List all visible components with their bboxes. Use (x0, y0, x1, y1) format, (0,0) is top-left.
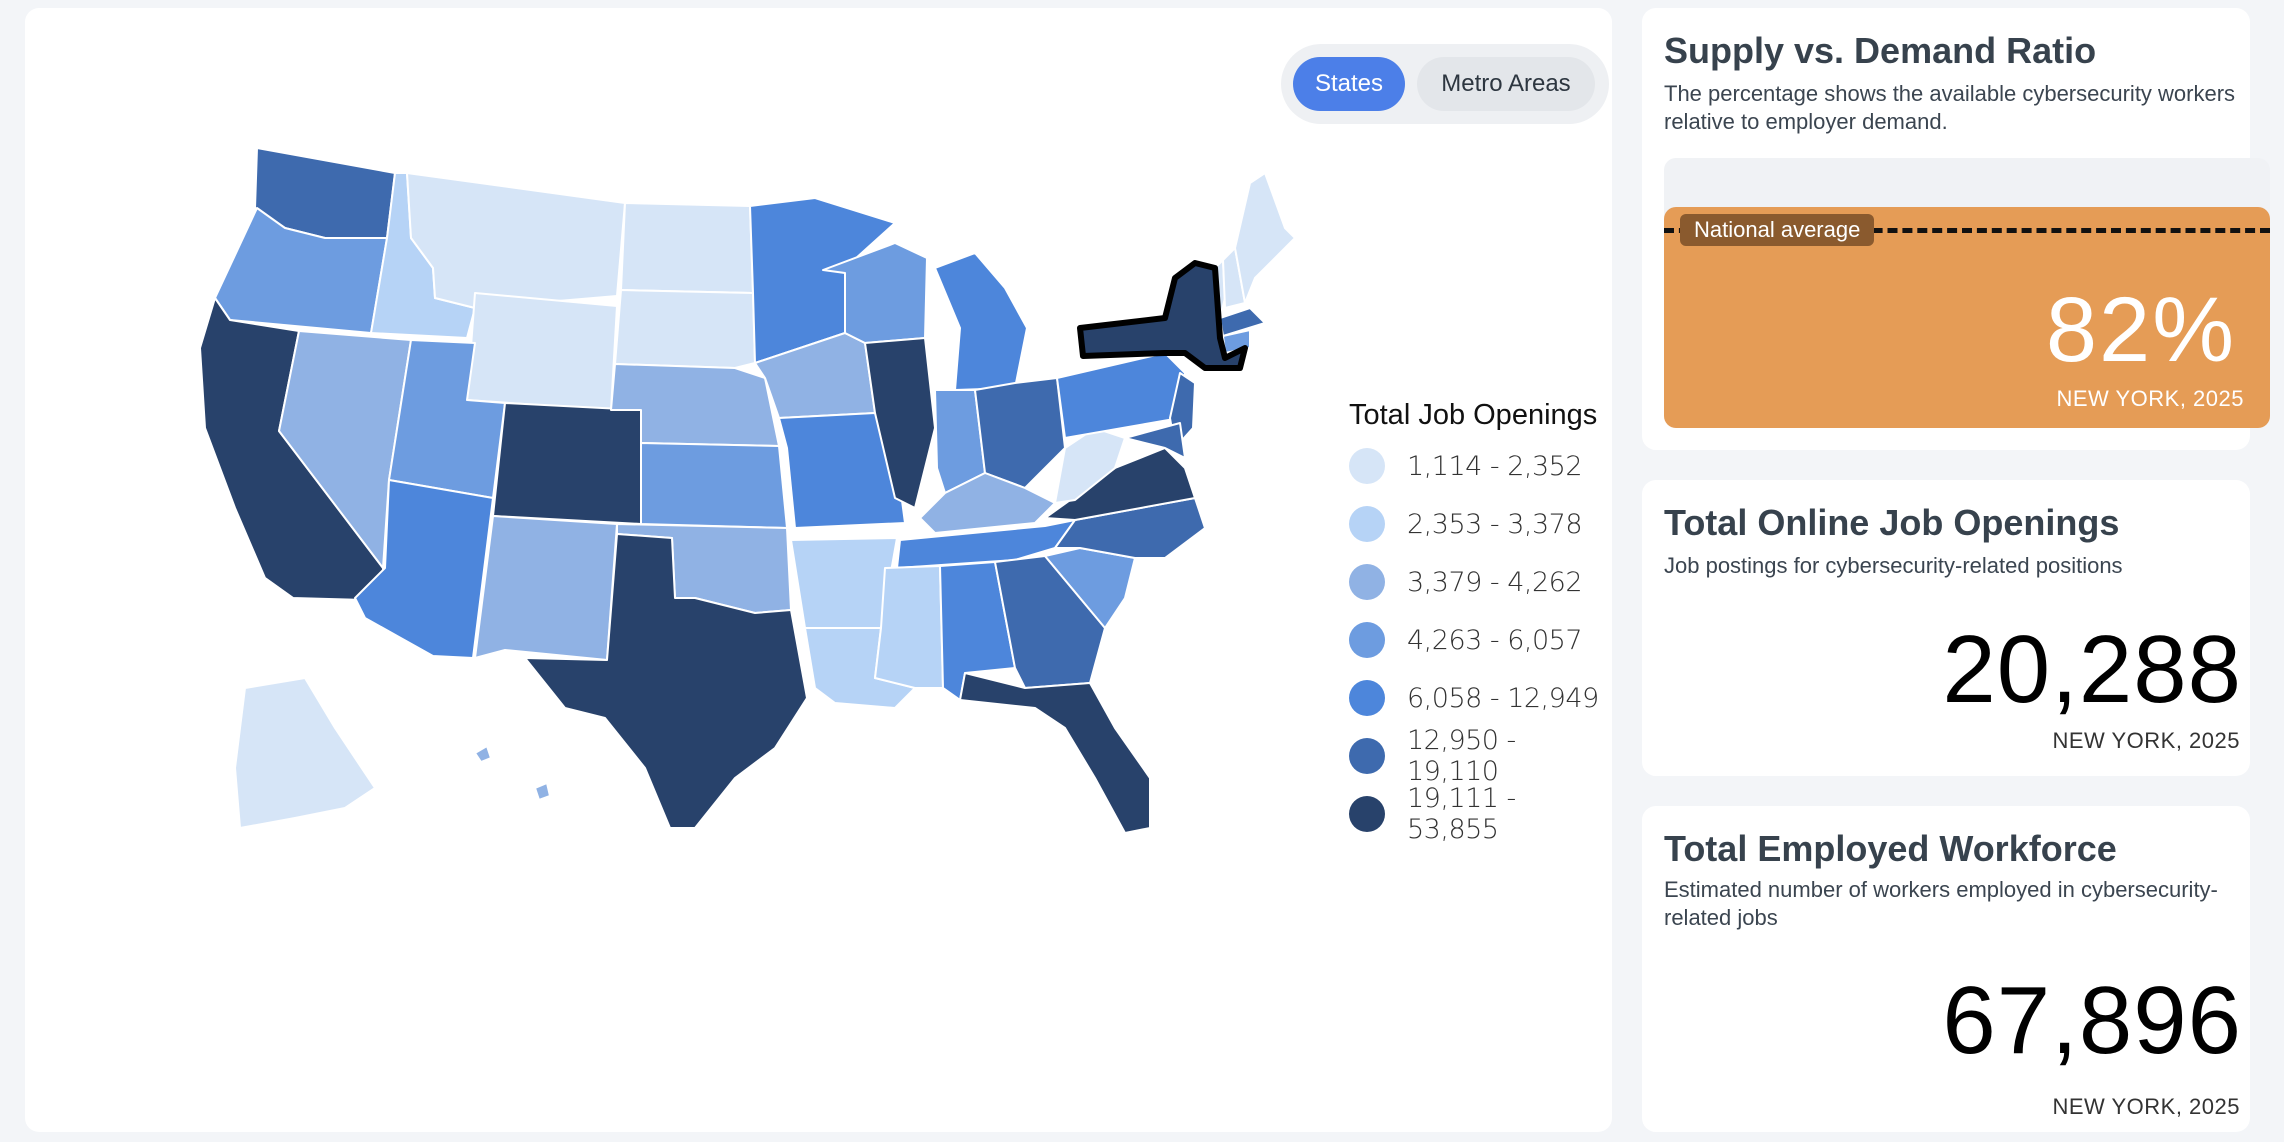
state-north-dakota[interactable] (620, 202, 754, 294)
supply-demand-card: Supply vs. Demand Ratio The percentage s… (1642, 8, 2270, 450)
state-maine[interactable] (1234, 172, 1296, 304)
job-openings-title: Total Online Job Openings (1664, 502, 2120, 543)
state-arizona[interactable] (354, 479, 494, 659)
job-openings-description: Job postings for cybersecurity-related p… (1664, 553, 2123, 578)
metro-areas-toggle-button[interactable]: Metro Areas (1417, 57, 1595, 111)
workforce-location: NEW YORK, 2025 (2052, 1094, 2240, 1119)
legend-item: 19,111 - 53,855 (1349, 783, 1613, 843)
national-average-label: National average (1680, 214, 1875, 246)
legend-item: 3,379 - 4,262 (1349, 553, 1613, 611)
legend-swatch (1349, 506, 1385, 542)
workforce-title: Total Employed Workforce (1664, 828, 2117, 869)
ratio-location: NEW YORK, 2025 (2056, 386, 2244, 411)
region-toggle: States Metro Areas (1281, 44, 1609, 124)
legend-swatch (1349, 796, 1385, 832)
state-hawaii[interactable] (474, 745, 551, 801)
supply-demand-description: The percentage shows the available cyber… (1664, 81, 2236, 134)
state-wyoming[interactable] (466, 292, 618, 411)
legend-swatch (1349, 622, 1385, 658)
legend-swatch (1349, 448, 1385, 484)
state-south-carolina[interactable] (1044, 547, 1136, 629)
legend-item: 4,263 - 6,057 (1349, 611, 1613, 669)
national-average-line (1664, 228, 2270, 233)
state-colorado[interactable] (492, 402, 642, 525)
ratio-value: 82% (2045, 279, 2236, 381)
state-florida[interactable] (959, 672, 1151, 834)
state-south-dakota[interactable] (614, 289, 756, 369)
legend-label: 1,114 - 2,352 (1407, 450, 1583, 482)
workforce-card: Total Employed Workforce Estimated numbe… (1642, 806, 2250, 1132)
state-alaska[interactable] (234, 677, 376, 829)
legend-item: 12,950 - 19,110 (1349, 725, 1613, 787)
state-illinois[interactable] (864, 337, 936, 509)
job-openings-card: Total Online Job Openings Job postings f… (1642, 480, 2250, 776)
state-new-mexico[interactable] (474, 515, 618, 661)
state-kansas[interactable] (640, 442, 788, 529)
legend-swatch (1349, 738, 1385, 774)
state-oregon[interactable] (214, 207, 388, 334)
legend-title: Total Job Openings (1349, 399, 1598, 431)
legend-label: 6,058 - 12,949 (1407, 682, 1599, 714)
legend-label: 3,379 - 4,262 (1407, 566, 1583, 598)
job-openings-location: NEW YORK, 2025 (2052, 728, 2240, 753)
legend-item: 2,353 - 3,378 (1349, 495, 1613, 553)
states-toggle-button[interactable]: States (1293, 57, 1405, 111)
state-maryland[interactable] (1124, 422, 1186, 459)
state-mississippi[interactable] (874, 565, 944, 689)
workforce-value: 67,896 (1942, 967, 2242, 1074)
state-texas[interactable] (524, 533, 808, 829)
state-ohio[interactable] (974, 377, 1066, 489)
legend-swatch (1349, 680, 1385, 716)
state-michigan[interactable] (934, 252, 1028, 391)
state-kentucky[interactable] (919, 472, 1056, 534)
ratio-bar: National average 82% NEW YORK, 2025 (1664, 158, 2270, 428)
supply-demand-title: Supply vs. Demand Ratio (1664, 30, 2097, 71)
us-choropleth-map (199, 147, 1296, 834)
legend-label: 12,950 - 19,110 (1407, 725, 1516, 787)
legend-label: 4,263 - 6,057 (1407, 624, 1583, 656)
selected-state-outline (1077, 260, 1248, 371)
map-panel: States Metro Areas (25, 8, 1612, 1132)
legend-label: 2,353 - 3,378 (1407, 508, 1583, 540)
state-montana[interactable] (406, 172, 626, 309)
map-legend: Total Job Openings 1,114 - 2,352 2,353 - … (1349, 393, 1613, 843)
legend-swatch (1349, 564, 1385, 600)
workforce-description: Estimated number of workers employed in … (1664, 877, 2218, 930)
job-openings-value: 20,288 (1942, 616, 2242, 723)
legend-item: 6,058 - 12,949 (1349, 669, 1613, 727)
legend-label: 19,111 - 53,855 (1407, 783, 1516, 843)
state-pennsylvania[interactable] (1056, 352, 1186, 439)
legend-item: 1,114 - 2,352 (1349, 437, 1613, 495)
